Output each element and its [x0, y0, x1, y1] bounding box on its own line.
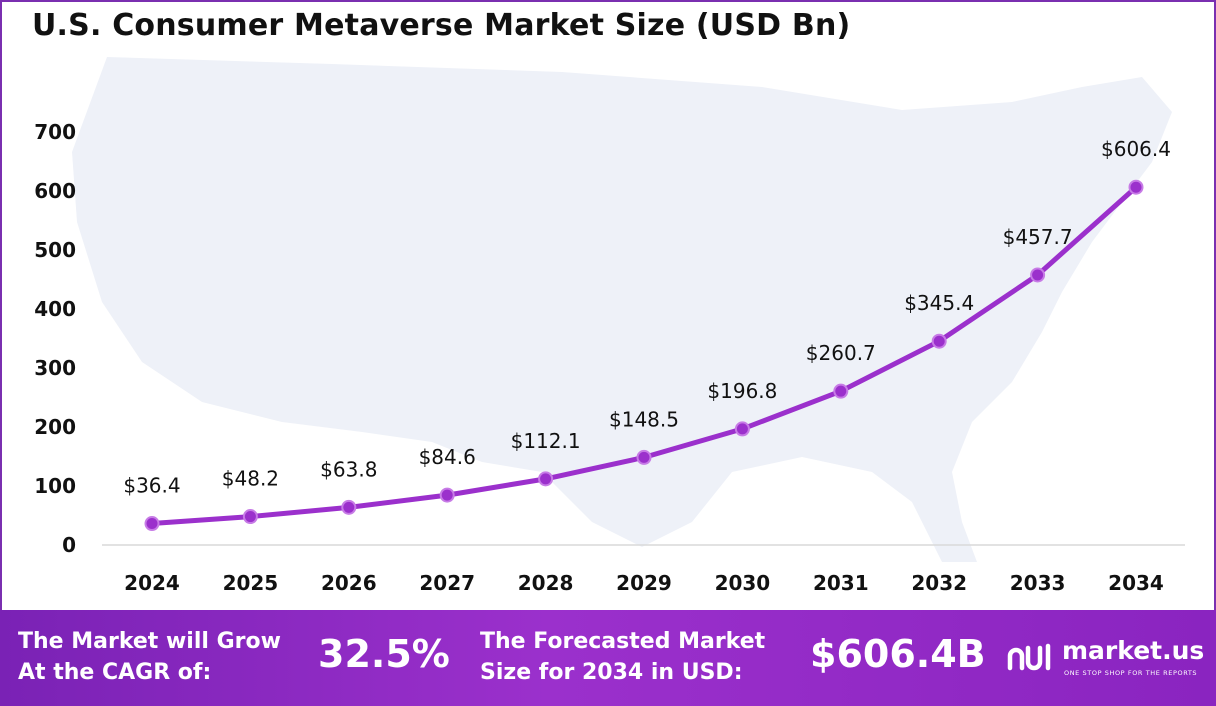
data-point [734, 421, 750, 437]
data-point [1030, 267, 1046, 283]
market-us-logo-icon [1007, 643, 1051, 671]
y-tick-label: 400 [34, 297, 76, 321]
data-point [636, 449, 652, 465]
x-tick-label: 2024 [124, 571, 180, 595]
brand-tagline: ONE STOP SHOP FOR THE REPORTS [1064, 669, 1198, 677]
data-point [341, 499, 357, 515]
x-tick-label: 2033 [1010, 571, 1066, 595]
data-point [931, 333, 947, 349]
x-tick-label: 2029 [616, 571, 672, 595]
x-tick-label: 2030 [715, 571, 771, 595]
data-label: $260.7 [806, 341, 876, 365]
us-map-silhouette [72, 57, 1172, 562]
x-tick-label: 2027 [419, 571, 475, 595]
forecast-label-line2: Size for 2034 in USD: [480, 660, 743, 685]
cagr-label-line1: The Market will Grow [18, 629, 281, 654]
y-tick-label: 200 [34, 415, 76, 439]
chart-title: U.S. Consumer Metaverse Market Size (USD… [32, 8, 851, 43]
data-label: $457.7 [1003, 225, 1073, 249]
data-label: $112.1 [511, 429, 581, 453]
forecast-label: The Forecasted Market Size for 2034 in U… [480, 626, 765, 688]
cagr-label-line2: At the CAGR of: [18, 660, 212, 685]
x-axis-ticks: 2024 2025 2026 2027 2028 2029 2030 2031 2032 2033… [124, 571, 1164, 595]
forecast-value: $606.4B [810, 632, 986, 676]
data-label: $84.6 [419, 445, 476, 469]
data-label: $606.4 [1101, 137, 1171, 161]
data-point [242, 509, 258, 525]
data-points [144, 179, 1144, 532]
data-point [1128, 179, 1144, 195]
x-tick-label: 2028 [518, 571, 574, 595]
y-tick-label: 0 [62, 533, 76, 557]
cagr-value: 32.5% [318, 632, 450, 676]
data-point [538, 471, 554, 487]
y-tick-label: 600 [34, 179, 76, 203]
brand-name: market.us [1062, 636, 1205, 665]
x-tick-label: 2026 [321, 571, 377, 595]
x-tick-label: 2031 [813, 571, 869, 595]
data-label: $345.4 [904, 291, 974, 315]
data-label: $196.8 [707, 379, 777, 403]
x-tick-label: 2032 [911, 571, 967, 595]
summary-footer: The Market will Grow At the CAGR of: 32.… [0, 610, 1216, 706]
y-tick-label: 700 [34, 120, 76, 144]
data-point [144, 516, 160, 532]
data-label: $36.4 [123, 474, 180, 498]
forecast-label-line1: The Forecasted Market [480, 629, 766, 654]
data-label: $148.5 [609, 407, 679, 431]
y-tick-label: 500 [34, 238, 76, 262]
brand-logo: market.us ONE STOP SHOP FOR THE REPORTS [1006, 632, 1212, 682]
data-point [833, 383, 849, 399]
y-tick-label: 300 [34, 356, 76, 380]
y-tick-label: 100 [34, 474, 76, 498]
data-point [439, 487, 455, 503]
data-label: $48.2 [222, 467, 279, 491]
cagr-label: The Market will Grow At the CAGR of: [18, 626, 281, 688]
y-axis-ticks: 0 100 200 300 400 500 600 700 [34, 120, 76, 557]
data-labels: $36.4 $48.2 $63.8 $84.6 $112.1 $148.5 $196.8 $2… [123, 137, 1171, 497]
data-label: $63.8 [320, 457, 377, 481]
x-tick-label: 2034 [1108, 571, 1164, 595]
x-tick-label: 2025 [223, 571, 279, 595]
